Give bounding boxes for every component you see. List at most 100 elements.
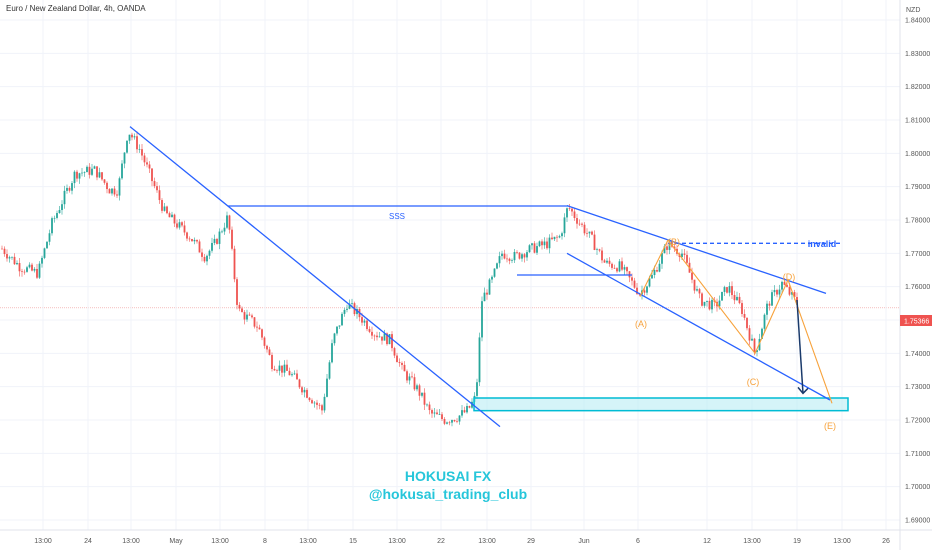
chart-title: Euro / New Zealand Dollar, 4h, OANDA <box>6 4 146 13</box>
candle-body <box>376 335 378 338</box>
candle-body <box>583 224 586 234</box>
candle-body <box>771 292 773 306</box>
currency-label: NZD <box>906 7 920 14</box>
candle-body <box>756 350 758 353</box>
candle-body <box>208 250 211 256</box>
candle-body <box>181 222 183 226</box>
candle-body <box>568 208 571 209</box>
candle-body <box>463 410 466 413</box>
candle-body <box>746 317 748 329</box>
support-zone <box>473 397 849 412</box>
candle-body <box>91 168 93 175</box>
candle-body <box>681 253 683 258</box>
candle-body <box>406 371 408 381</box>
candle-body <box>698 289 701 294</box>
chart-drawings <box>129 126 849 428</box>
candle-body <box>343 309 346 314</box>
candle-body <box>51 218 53 234</box>
candle-body <box>533 243 536 253</box>
candle-body <box>88 166 91 175</box>
candle-body <box>573 211 576 219</box>
candle-body <box>283 364 286 373</box>
candle-body <box>616 268 618 272</box>
projection-arrow-line <box>796 299 804 394</box>
candle-body <box>48 233 51 242</box>
candle-body <box>488 279 491 295</box>
candle-body <box>11 256 13 258</box>
watermark-handle: @hokusai_trading_club <box>369 486 527 502</box>
candle-body <box>46 241 48 249</box>
candle-body <box>316 402 318 405</box>
candle-body <box>636 287 638 294</box>
candle-body <box>176 223 178 228</box>
y-tick-label: 1.71000 <box>905 451 930 458</box>
candle-body <box>603 260 606 263</box>
candle-body <box>663 246 666 254</box>
candle-body <box>66 187 68 191</box>
candle-body <box>476 382 478 396</box>
candle-body <box>711 299 713 310</box>
candle-body <box>278 365 281 371</box>
candle-body <box>241 308 243 313</box>
candle-body <box>188 238 191 240</box>
candle-body <box>413 377 416 390</box>
candle-body <box>33 268 36 271</box>
candle-body <box>328 362 331 379</box>
x-tick-label: 26 <box>882 538 890 545</box>
candle-body <box>116 194 118 196</box>
last-price-tag <box>900 315 932 326</box>
candle-body <box>646 286 648 293</box>
candle-body <box>626 267 628 272</box>
candle-body <box>253 317 256 327</box>
candle-body <box>26 267 28 272</box>
candle-body <box>521 254 523 259</box>
candle-body <box>263 337 266 346</box>
watermark-brand: HOKUSAI FX <box>405 468 492 484</box>
trendline-2 <box>566 205 827 294</box>
candle-body <box>683 253 686 255</box>
chart-texts: SSS invalid (A) (B) (C) (D) (E) HOKUSAI … <box>369 212 836 502</box>
candle-body <box>111 188 113 194</box>
x-tick-label: 8 <box>263 538 267 545</box>
candle-body <box>621 261 623 270</box>
candle-body <box>591 231 593 235</box>
candle-body <box>696 289 698 291</box>
candle-body <box>118 178 121 196</box>
candle-body <box>393 348 396 356</box>
candle-body <box>378 336 381 338</box>
candle-body <box>86 166 88 173</box>
wave-label-e: (E) <box>824 421 836 431</box>
candle-body <box>276 370 278 372</box>
candle-body <box>361 317 363 323</box>
candle-body <box>486 292 488 295</box>
candle-body <box>246 314 248 320</box>
candle-body <box>596 249 598 251</box>
candle-body <box>458 415 461 422</box>
candle-body <box>411 376 413 378</box>
wave-pattern-line <box>639 238 833 404</box>
candle-body <box>8 257 11 259</box>
candle-body <box>201 252 203 257</box>
time-axis[interactable]: 13:00 24 13:00 May 13:00 8 13:00 15 13:00 22 13:00… <box>34 538 890 545</box>
candle-body <box>273 368 276 371</box>
candle-body <box>103 179 106 183</box>
price-axis[interactable]: 1.84000 1.83000 1.82000 1.81000 1.80000 1.790… <box>905 18 930 525</box>
wave-label-c: (C) <box>747 377 760 387</box>
candle-body <box>258 327 261 330</box>
candle-body <box>293 373 296 375</box>
candle-body <box>318 404 321 406</box>
candle-body <box>736 296 738 301</box>
y-tick-label: 1.77000 <box>905 251 930 258</box>
x-tick-label: 13:00 <box>211 538 229 545</box>
candle-body <box>643 290 646 293</box>
candle-body <box>793 292 796 298</box>
candle-body <box>108 189 111 194</box>
candle-body <box>183 225 186 233</box>
candle-body <box>546 241 548 249</box>
candle-body <box>768 303 771 306</box>
candle-body <box>503 253 506 259</box>
candle-body <box>566 208 568 218</box>
candle-body <box>706 300 708 302</box>
y-tick-label: 1.79000 <box>905 184 930 191</box>
